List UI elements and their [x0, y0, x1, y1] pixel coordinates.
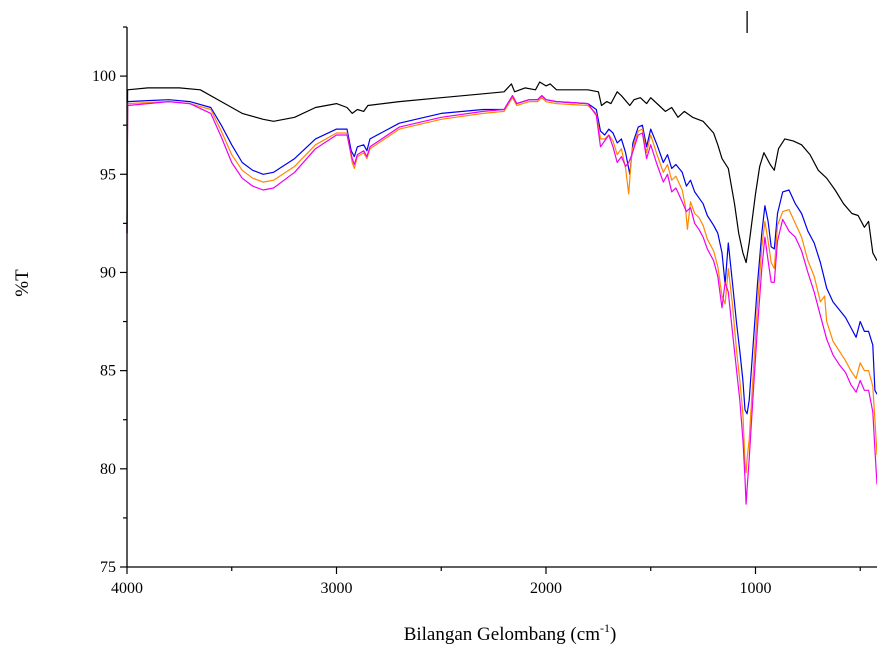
- series-line-1: [126, 81, 877, 264]
- x-tick-label: 3000: [320, 580, 352, 597]
- x-axis-title-main: Bilangan Gelombang (cm: [404, 624, 601, 645]
- x-tick-label: 2000: [530, 580, 562, 597]
- y-axis-title: %T: [12, 269, 33, 297]
- series-layer: [126, 81, 877, 505]
- y-tick-label: 85: [100, 363, 116, 380]
- series-line-4: [126, 95, 877, 505]
- series-line-2: [126, 95, 877, 415]
- y-tick-label: 75: [100, 559, 116, 576]
- y-tick-label: 90: [100, 264, 116, 281]
- x-axis-title-sup: -1: [600, 621, 610, 635]
- y-tick-label: 95: [100, 166, 116, 183]
- tick-layer: 4000 3000 2000 1000 75 80 85 90 95 100: [92, 26, 861, 597]
- y-tick-label: 80: [100, 461, 116, 478]
- series-line-3: [126, 97, 877, 474]
- x-axis-title-end: ): [610, 624, 616, 645]
- x-tick-label: 1000: [739, 580, 771, 597]
- x-axis-title: Bilangan Gelombang (cm-1): [404, 621, 617, 645]
- y-tick-label: 100: [92, 68, 116, 85]
- x-tick-label: 4000: [111, 580, 143, 597]
